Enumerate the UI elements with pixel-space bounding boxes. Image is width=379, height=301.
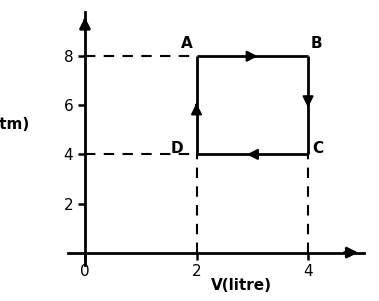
- Text: D: D: [171, 141, 183, 157]
- Text: p(atm): p(atm): [0, 117, 30, 132]
- Text: C: C: [313, 141, 324, 157]
- Text: B: B: [311, 36, 322, 51]
- Text: V(litre): V(litre): [211, 278, 272, 293]
- Text: A: A: [180, 36, 193, 51]
